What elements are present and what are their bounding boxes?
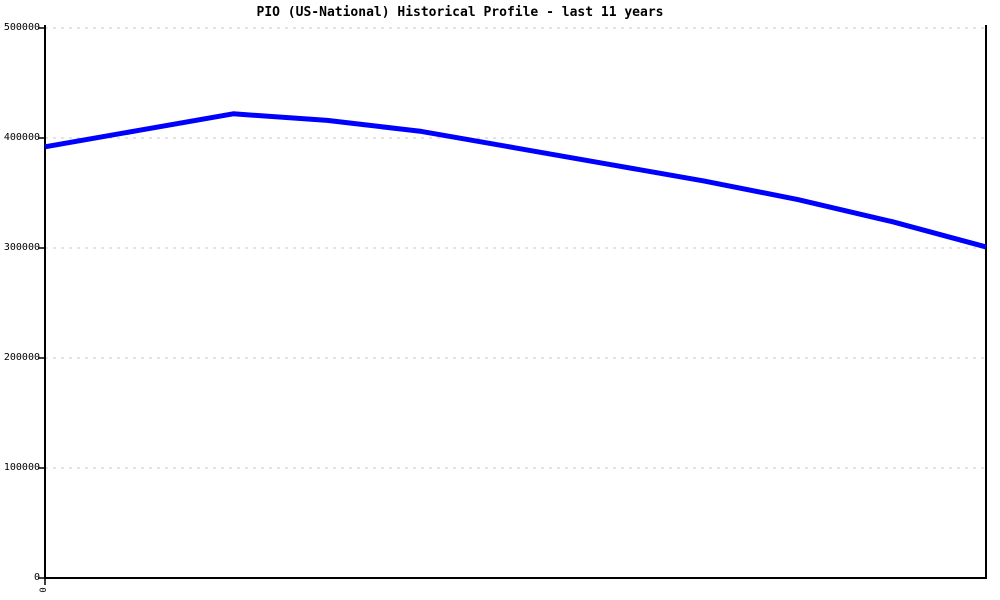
y-axis-label: 400000 (3, 132, 40, 143)
x-axis-origin-label: 0 (36, 587, 47, 593)
y-axis-label: 500000 (3, 22, 40, 33)
data-series-line (44, 111, 987, 250)
chart-title: PIO (US-National) Historical Profile - l… (256, 5, 664, 20)
y-axis-label: 100000 (3, 462, 40, 473)
y-axis-label: 0 (33, 572, 40, 583)
y-axis-label: 300000 (3, 242, 40, 253)
y-axis-label: 200000 (3, 352, 40, 363)
